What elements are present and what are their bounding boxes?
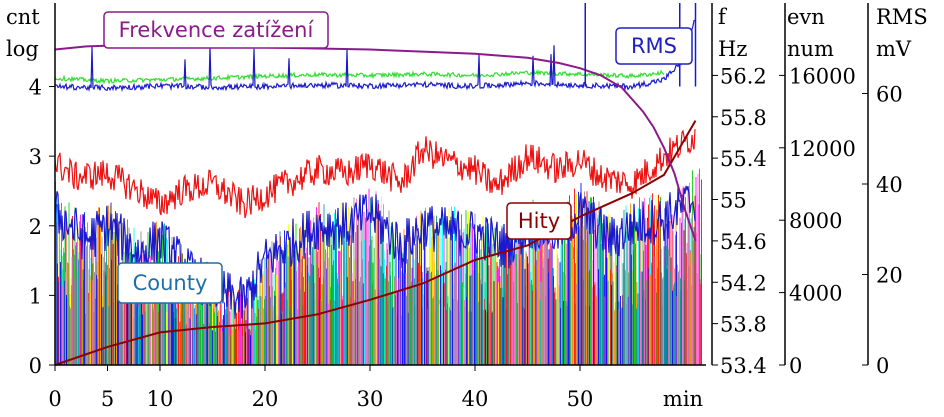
- x-tick-label: 20: [252, 387, 279, 411]
- series-red: [54, 129, 696, 219]
- series-rms: [54, 19, 696, 93]
- rms-axis-unit-2: mV: [876, 37, 912, 61]
- rms-tick-label: 40: [876, 173, 903, 197]
- series-blue: [54, 185, 696, 319]
- x-tick-label: 50: [567, 387, 594, 411]
- f-tick-label: 53.4: [720, 354, 767, 378]
- count-bars-9: [61, 168, 700, 365]
- rms-tick-label: 0: [876, 354, 889, 378]
- x-tick-label: 40: [462, 387, 489, 411]
- evn-tick-label: 8000: [789, 209, 842, 233]
- x-tick-label: 30: [357, 387, 384, 411]
- x-tick-label: 10: [147, 387, 174, 411]
- x-axis-label: min: [663, 387, 703, 411]
- rms-tick-label: 60: [876, 83, 903, 107]
- cnt-tick-label: 1: [29, 284, 42, 308]
- f-tick-label: 54.2: [720, 271, 767, 295]
- callout-label-1: RMS: [631, 34, 677, 58]
- x-tick-label: 5: [101, 387, 114, 411]
- callout-label-3: County: [133, 271, 208, 295]
- labels-layer: 0 5 10 20 30 40 50 min 0 1 2 3 4 cnt log 53.4 53.8 54.2 54…: [6, 5, 928, 411]
- cnt-tick-label: 3: [29, 145, 42, 169]
- f-axis-unit: f: [718, 5, 728, 29]
- evn-tick-label: 4000: [789, 282, 842, 306]
- x-tick-label: 0: [48, 387, 61, 411]
- evn-tick-label: 16000: [789, 64, 856, 88]
- cnt-tick-label: 4: [29, 76, 42, 100]
- f-tick-label: 55: [720, 189, 747, 213]
- evn-axis-unit-2: num: [787, 37, 834, 61]
- callout-box-2: [506, 202, 572, 240]
- callout-box-1: [615, 27, 693, 65]
- f-axis-unit-2: Hz: [718, 37, 747, 61]
- series-green: [54, 69, 665, 85]
- callout-label-2: Hity: [518, 209, 560, 233]
- callout-label-0: Frekvence zatížení: [119, 18, 315, 42]
- f-tick-label: 53.8: [720, 313, 767, 337]
- series-hity: [54, 120, 697, 366]
- rms-tick-label: 20: [876, 264, 903, 288]
- noise-layer: [54, 168, 702, 365]
- callout-box-0: [103, 11, 329, 49]
- evn-tick-label: 12000: [789, 137, 856, 161]
- callout-box-3: [117, 262, 223, 304]
- f-tick-label: 55.4: [720, 147, 767, 171]
- cnt-axis-unit-2: log: [6, 37, 39, 61]
- evn-tick-label: 0: [789, 354, 802, 378]
- evn-axis-unit: evn: [787, 5, 825, 29]
- rms-axis-unit: RMS: [876, 5, 928, 29]
- cnt-tick-label: 0: [29, 354, 42, 378]
- f-tick-label: 54.6: [720, 230, 767, 254]
- f-tick-label: 55.8: [720, 106, 767, 130]
- cnt-axis-unit: cnt: [6, 5, 40, 29]
- cnt-tick-label: 2: [29, 215, 42, 239]
- axes-layer: [49, 3, 869, 371]
- callout-layer: Frekvence zatížení RMS Hity County: [103, 11, 693, 304]
- f-tick-label: 56.2: [720, 64, 767, 88]
